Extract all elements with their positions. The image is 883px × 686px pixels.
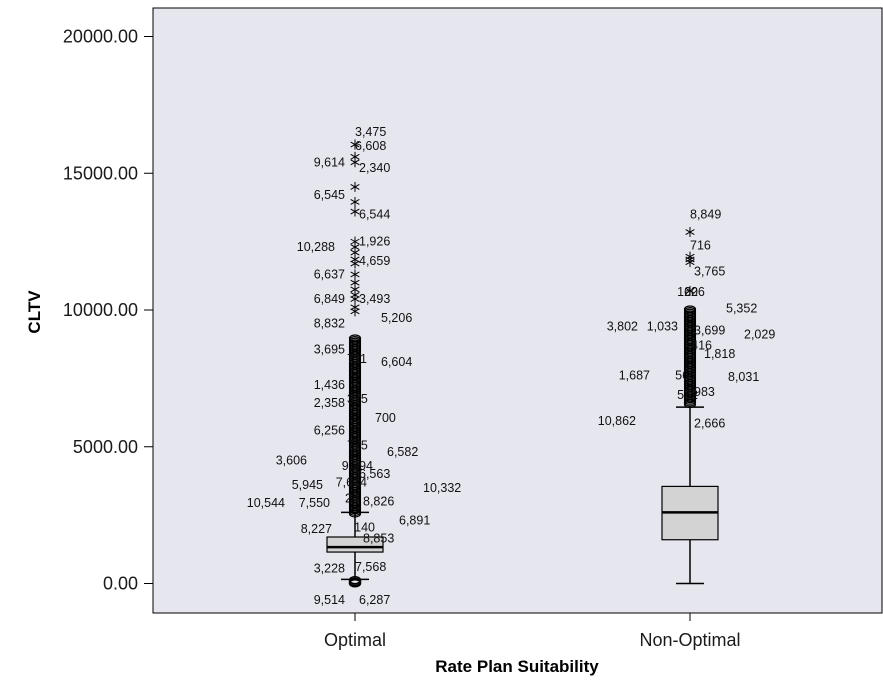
outlier-circles [348, 334, 362, 588]
outlier-label: 416 [691, 339, 712, 353]
outlier-label: 7,614 [336, 475, 367, 489]
outlier-label: 2,029 [744, 328, 775, 342]
outlier-label: 775 [347, 438, 368, 452]
outlier-label: 1,926 [359, 235, 390, 249]
outlier-label: 6,608 [355, 139, 386, 153]
outlier-label: 6,563 [359, 467, 390, 481]
outlier-label: 3,475 [355, 125, 386, 139]
y-tick-label: 5000.00 [73, 437, 138, 457]
outlier-label: 7,568 [355, 560, 386, 574]
outlier-label: 8,031 [728, 370, 759, 384]
outlier-label: 10,544 [247, 496, 285, 510]
outlier-label: 1,436 [314, 378, 345, 392]
outlier-label: 6,604 [381, 355, 412, 369]
outlier-star [350, 258, 360, 269]
outlier-star [350, 206, 360, 217]
outlier-label: 8,227 [301, 522, 332, 536]
outlier-star [350, 306, 360, 317]
outlier-label: 626 [684, 285, 705, 299]
outlier-label: 10,288 [297, 240, 335, 254]
outlier-label: 4,659 [359, 254, 390, 268]
outlier-circle [683, 305, 697, 313]
outlier-label: 10,862 [598, 414, 636, 428]
outlier-label: 6,545 [314, 188, 345, 202]
y-axis: 0.00 5000.00 10000.00 15000.00 20000.00 [63, 27, 153, 594]
outlier-label: 9,394 [342, 459, 373, 473]
outlier-label: 983 [694, 385, 715, 399]
outlier-label: 8,832 [314, 317, 345, 331]
outlier-label: 3,699 [694, 324, 725, 338]
x-tick-label: Optimal [324, 630, 386, 650]
outlier-label: 8,826 [363, 494, 394, 508]
outlier-stars [685, 227, 695, 296]
y-tick-label: 15000.00 [63, 163, 138, 183]
outlier-label: 140 [354, 520, 375, 534]
x-axis-title: Rate Plan Suitability [435, 657, 599, 676]
outlier-label: 1,687 [619, 369, 650, 383]
outlier-label: 2,666 [694, 417, 725, 431]
outlier-label: 8,853 [363, 531, 394, 545]
box-group [326, 139, 384, 588]
y-tick-label: 20000.00 [63, 27, 138, 47]
outlier-label: 532 [677, 388, 698, 402]
outlier-label: 2,340 [359, 161, 390, 175]
box-group [661, 227, 719, 585]
outlier-label: 1,033 [647, 319, 678, 333]
outlier-label: 6,287 [359, 593, 390, 607]
outlier-circle [348, 575, 362, 585]
outlier-label: 3,695 [314, 343, 345, 357]
outlier-label: 375 [347, 392, 368, 406]
y-tick-label: 0.00 [103, 574, 138, 594]
outlier-label: 3,802 [607, 319, 638, 333]
outlier-label: 3,765 [694, 265, 725, 279]
outlier-label: 711 [347, 352, 367, 366]
outlier-label: 6,582 [387, 445, 418, 459]
x-tick-label: Non-Optimal [639, 630, 740, 650]
outlier-star [685, 227, 695, 238]
outlier-label: 3,228 [314, 561, 345, 575]
outlier-star [350, 181, 360, 192]
outlier-label: 6,544 [359, 207, 390, 221]
outlier-label: 24 [345, 492, 359, 506]
outlier-label: 716 [690, 239, 711, 253]
outlier-circle [348, 334, 362, 342]
outlier-star [350, 139, 360, 150]
outlier-label: 1,818 [704, 347, 735, 361]
outlier-label: 9,614 [314, 155, 345, 169]
outlier-label: 9,514 [314, 593, 345, 607]
y-axis-title: CLTV [25, 290, 44, 334]
outlier-label: 5,945 [292, 478, 323, 492]
plot-area [152, 7, 883, 614]
outlier-star [685, 257, 695, 268]
outlier-circles [683, 305, 697, 409]
outlier-label: 10,332 [423, 481, 461, 495]
outlier-label: 700 [375, 411, 396, 425]
outlier-star [685, 285, 695, 296]
y-tick-label: 10000.00 [63, 300, 138, 320]
outlier-star [350, 196, 360, 207]
outlier-label: 3,493 [359, 292, 390, 306]
outlier-label: 6,637 [314, 267, 345, 281]
outlier-label: 6,891 [399, 514, 430, 528]
outlier-label: 6,256 [314, 423, 345, 437]
outlier-label: 8,849 [690, 207, 721, 221]
outlier-label: 5,206 [381, 311, 412, 325]
outlier-label: 120 [677, 285, 698, 299]
outlier-label: 566 [675, 369, 696, 383]
x-axis: Optimal Non-Optimal [324, 613, 741, 650]
outlier-star [350, 157, 360, 168]
outlier-stars [350, 139, 360, 317]
outlier-label: 5,352 [726, 302, 757, 316]
outlier-label: 2,358 [314, 396, 345, 410]
outlier-label: 7,550 [299, 496, 330, 510]
outlier-label: 6,849 [314, 292, 345, 306]
outlier-label: 3,606 [276, 453, 307, 467]
